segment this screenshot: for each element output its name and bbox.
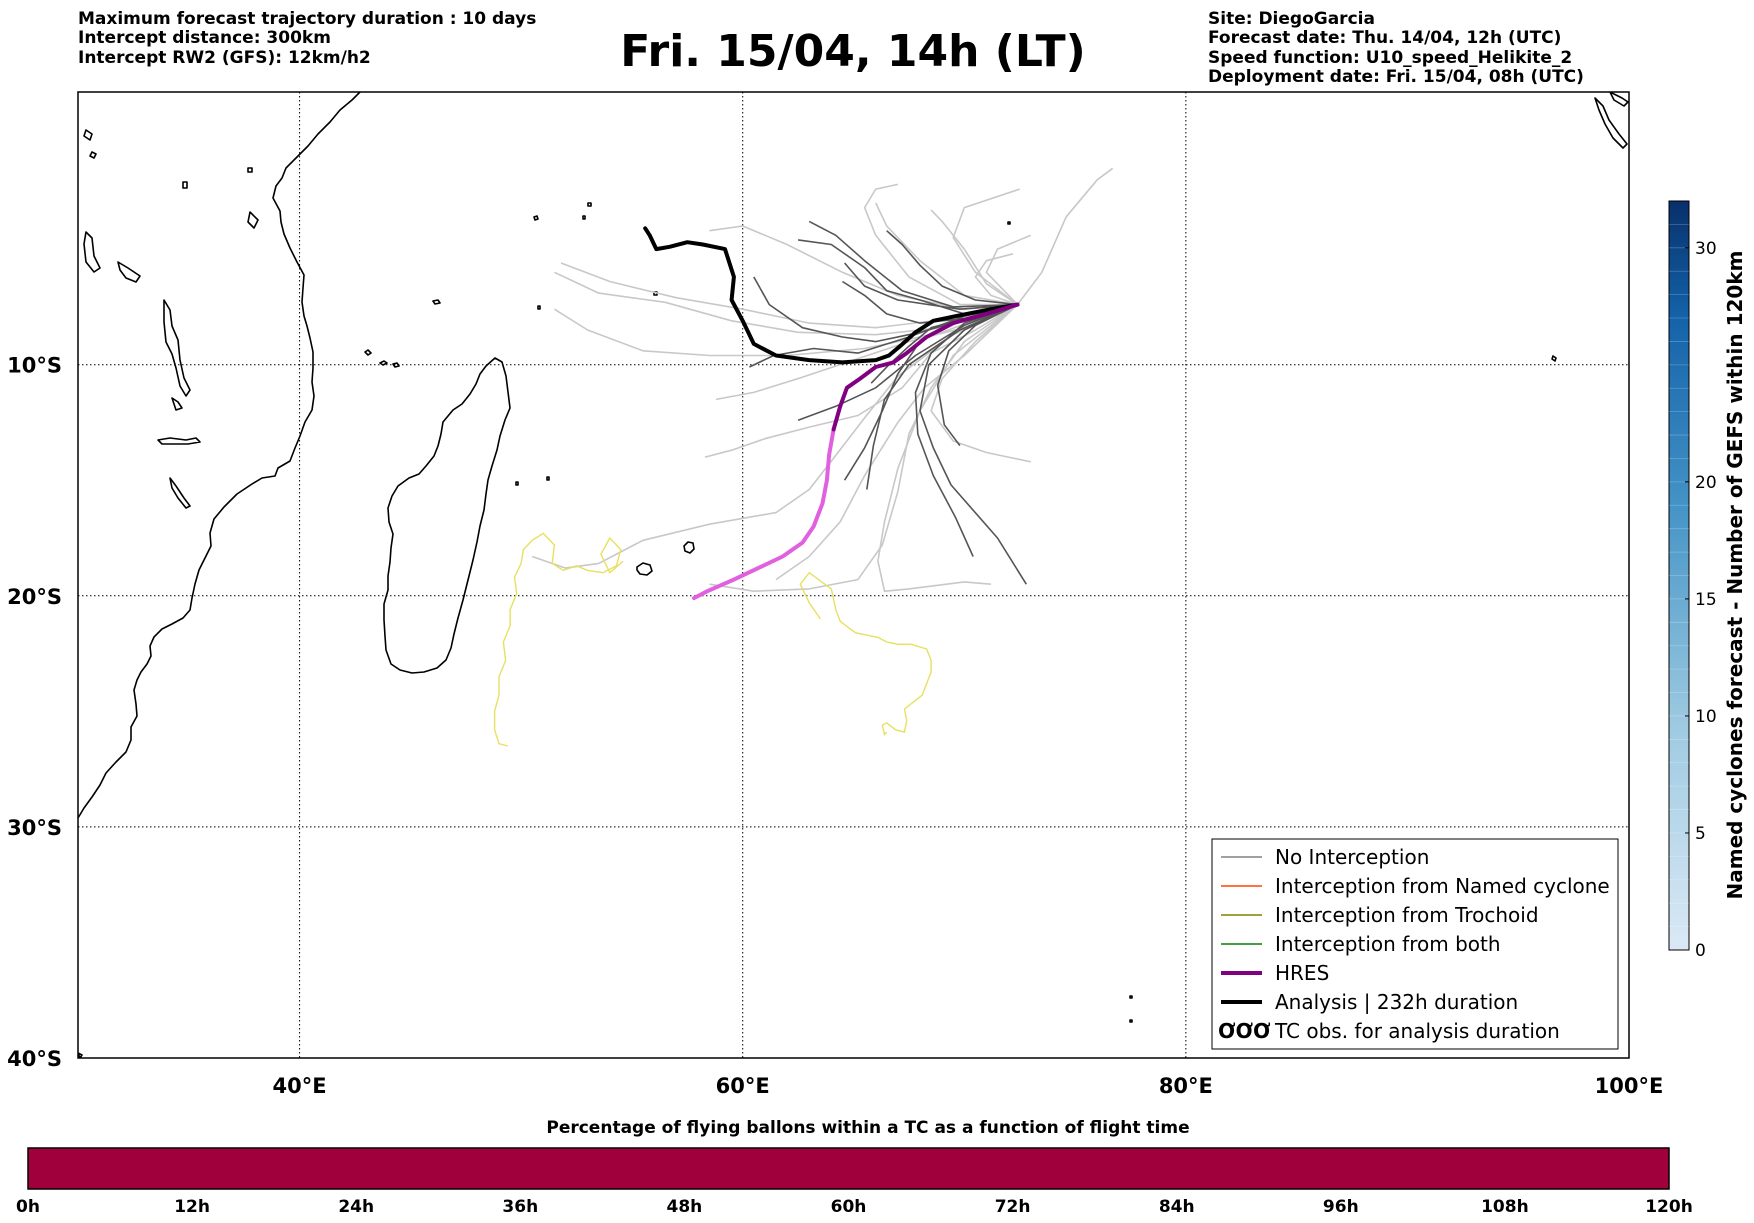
header-right: Site: DiegoGarcia Forecast date: Thu. 14… bbox=[1208, 9, 1584, 87]
colorbar-bottom-tick-label: 24h bbox=[338, 1197, 374, 1217]
tc-obs-west bbox=[493, 532, 624, 747]
lon-tick-label: 80°E bbox=[1159, 1074, 1213, 1098]
header-right-line-3: Speed function: U10_speed_Helikite_2 bbox=[1208, 48, 1572, 68]
lon-tick-label: 60°E bbox=[716, 1074, 770, 1098]
colorbar-right-tick-label: 30 bbox=[1695, 239, 1717, 259]
analysis-line bbox=[643, 226, 1020, 365]
colorbar-right-tick-label: 5 bbox=[1695, 824, 1706, 844]
lat-tick-label: 40°S bbox=[7, 1047, 62, 1071]
trajectory-light bbox=[974, 253, 1018, 306]
coastline-reunion bbox=[636, 562, 653, 576]
legend: No Interception Interception from Named c… bbox=[1211, 838, 1619, 1050]
trajectory-dark bbox=[936, 303, 1018, 447]
hres-line-late bbox=[692, 427, 836, 601]
colorbar-right-bands bbox=[1669, 224, 1689, 927]
trajectory-light bbox=[531, 303, 1018, 569]
map-frame bbox=[77, 91, 1630, 1059]
colorbar-right: 0 5 10 15 20 30 Named cyclones forecast - Num… bbox=[1668, 200, 1747, 961]
colorbar-right-tick-label: 0 bbox=[1695, 941, 1706, 961]
colorbar-bottom-tick-label: 96h bbox=[1323, 1197, 1359, 1217]
lon-tick-label: 40°E bbox=[273, 1074, 327, 1098]
lat-tick-label: 20°S bbox=[7, 585, 62, 609]
coastline-mauritius bbox=[683, 541, 695, 554]
colorbar-bottom-tick-label: 60h bbox=[831, 1197, 867, 1217]
trajectory-light bbox=[1016, 167, 1114, 306]
legend-label: HRES bbox=[1275, 961, 1329, 985]
trajectory-light bbox=[874, 202, 1018, 306]
tc-observations bbox=[493, 532, 932, 747]
page-title: Fri. 15/04, 14h (LT) bbox=[620, 26, 1085, 77]
colorbar-bottom-bar bbox=[27, 1147, 1670, 1190]
colorbar-right-tick-label: 10 bbox=[1695, 707, 1717, 727]
trajectory-light bbox=[704, 303, 1018, 458]
longitude-labels: 40°E 60°E 80°E 100°E bbox=[273, 1074, 1664, 1098]
legend-tc-obs-label: TC obs. for analysis duration bbox=[1274, 1019, 1560, 1043]
colorbar-bottom-title: Percentage of flying ballons within a TC… bbox=[546, 1118, 1189, 1138]
coastline-madagascar bbox=[383, 357, 511, 674]
legend-label: No Interception bbox=[1275, 845, 1429, 869]
lon-tick-label: 100°E bbox=[1595, 1074, 1664, 1098]
colorbar-right-tick-label: 20 bbox=[1695, 473, 1717, 493]
colorbar-bottom-tick-label: 0h bbox=[16, 1197, 40, 1217]
colorbar-right-label: Named cyclones forecast - Number of GEFS… bbox=[1723, 251, 1747, 900]
lat-tick-label: 30°S bbox=[7, 816, 62, 840]
colorbar-bottom-tick-label: 12h bbox=[174, 1197, 210, 1217]
hres-track bbox=[692, 302, 1020, 601]
coastline-africa bbox=[78, 92, 361, 819]
header-right-line-2: Forecast date: Thu. 14/04, 12h (UTC) bbox=[1208, 28, 1561, 48]
header-left-line-3: Intercept RW2 (GFS): 12km/h2 bbox=[78, 48, 371, 68]
lat-tick-label: 10°S bbox=[7, 354, 62, 378]
analysis-track bbox=[643, 226, 1020, 365]
colorbar-bottom-tick-label: 108h bbox=[1481, 1197, 1529, 1217]
colorbar-bottom-ticks: 0h 12h 24h 36h 48h 60h 72h 84h 96h 108h 120h bbox=[16, 1197, 1693, 1217]
trajectory-dark bbox=[797, 303, 1018, 421]
trajectory-dark bbox=[843, 262, 1018, 310]
header-left-line-2: Intercept distance: 300km bbox=[78, 28, 331, 48]
colorbar-bottom-tick-label: 36h bbox=[502, 1197, 538, 1217]
colorbar-bottom-tick-label: 48h bbox=[667, 1197, 703, 1217]
header-right-line-1: Site: DiegoGarcia bbox=[1208, 9, 1375, 29]
legend-label: Interception from Trochoid bbox=[1275, 903, 1539, 927]
header-right-line-4: Deployment date: Fri. 15/04, 08h (UTC) bbox=[1208, 67, 1584, 87]
trajectory-dark bbox=[919, 303, 1027, 585]
header-left-line-1: Maximum forecast trajectory duration : 1… bbox=[78, 9, 536, 29]
latitude-labels: 10°S 20°S 30°S 40°S bbox=[7, 354, 62, 1071]
trajectories bbox=[493, 167, 1114, 747]
colorbar-bottom-tick-label: 72h bbox=[995, 1197, 1031, 1217]
colorbar-right-gradient bbox=[1668, 200, 1690, 951]
hres-line-early bbox=[831, 302, 1020, 432]
trajectory-light bbox=[930, 209, 1018, 306]
header-left: Maximum forecast trajectory duration : 1… bbox=[78, 9, 536, 68]
trajectory-light bbox=[930, 303, 1031, 463]
colorbar-bottom: Percentage of flying ballons within a TC… bbox=[16, 1118, 1693, 1217]
trajectory-dark bbox=[866, 303, 1018, 490]
tc-obs-east bbox=[799, 571, 932, 736]
coastlines bbox=[78, 92, 1629, 1058]
trajectory-light bbox=[863, 183, 1018, 306]
colorbar-bottom-tick-label: 84h bbox=[1159, 1197, 1195, 1217]
graticule bbox=[78, 92, 1629, 1058]
legend-label: Interception from Named cyclone bbox=[1275, 874, 1610, 898]
coastline-indonesia bbox=[1594, 92, 1629, 149]
legend-label: Analysis | 232h duration bbox=[1275, 990, 1518, 1014]
colorbar-bottom-tick-label: 120h bbox=[1645, 1197, 1693, 1217]
legend-tc-obs-symbol: ƠƠƠ bbox=[1218, 1019, 1271, 1043]
legend-label: Interception from both bbox=[1275, 932, 1501, 956]
trajectory-light bbox=[877, 303, 1018, 592]
trajectory-dark bbox=[886, 230, 1018, 306]
colorbar-right-ticks: 0 5 10 15 20 30 bbox=[1685, 239, 1717, 961]
trajectory-light bbox=[952, 188, 1020, 306]
colorbar-right-tick-label: 15 bbox=[1695, 590, 1717, 610]
legend-items: No Interception Interception from Named c… bbox=[1221, 845, 1610, 1014]
map-area: 10°S 20°S 30°S 40°S 40°E 60°E 80°E 100°E No In… bbox=[7, 91, 1664, 1098]
trajectory-dark bbox=[808, 220, 1018, 308]
legend-box bbox=[1211, 838, 1619, 1050]
trajectory-light bbox=[985, 234, 1032, 306]
